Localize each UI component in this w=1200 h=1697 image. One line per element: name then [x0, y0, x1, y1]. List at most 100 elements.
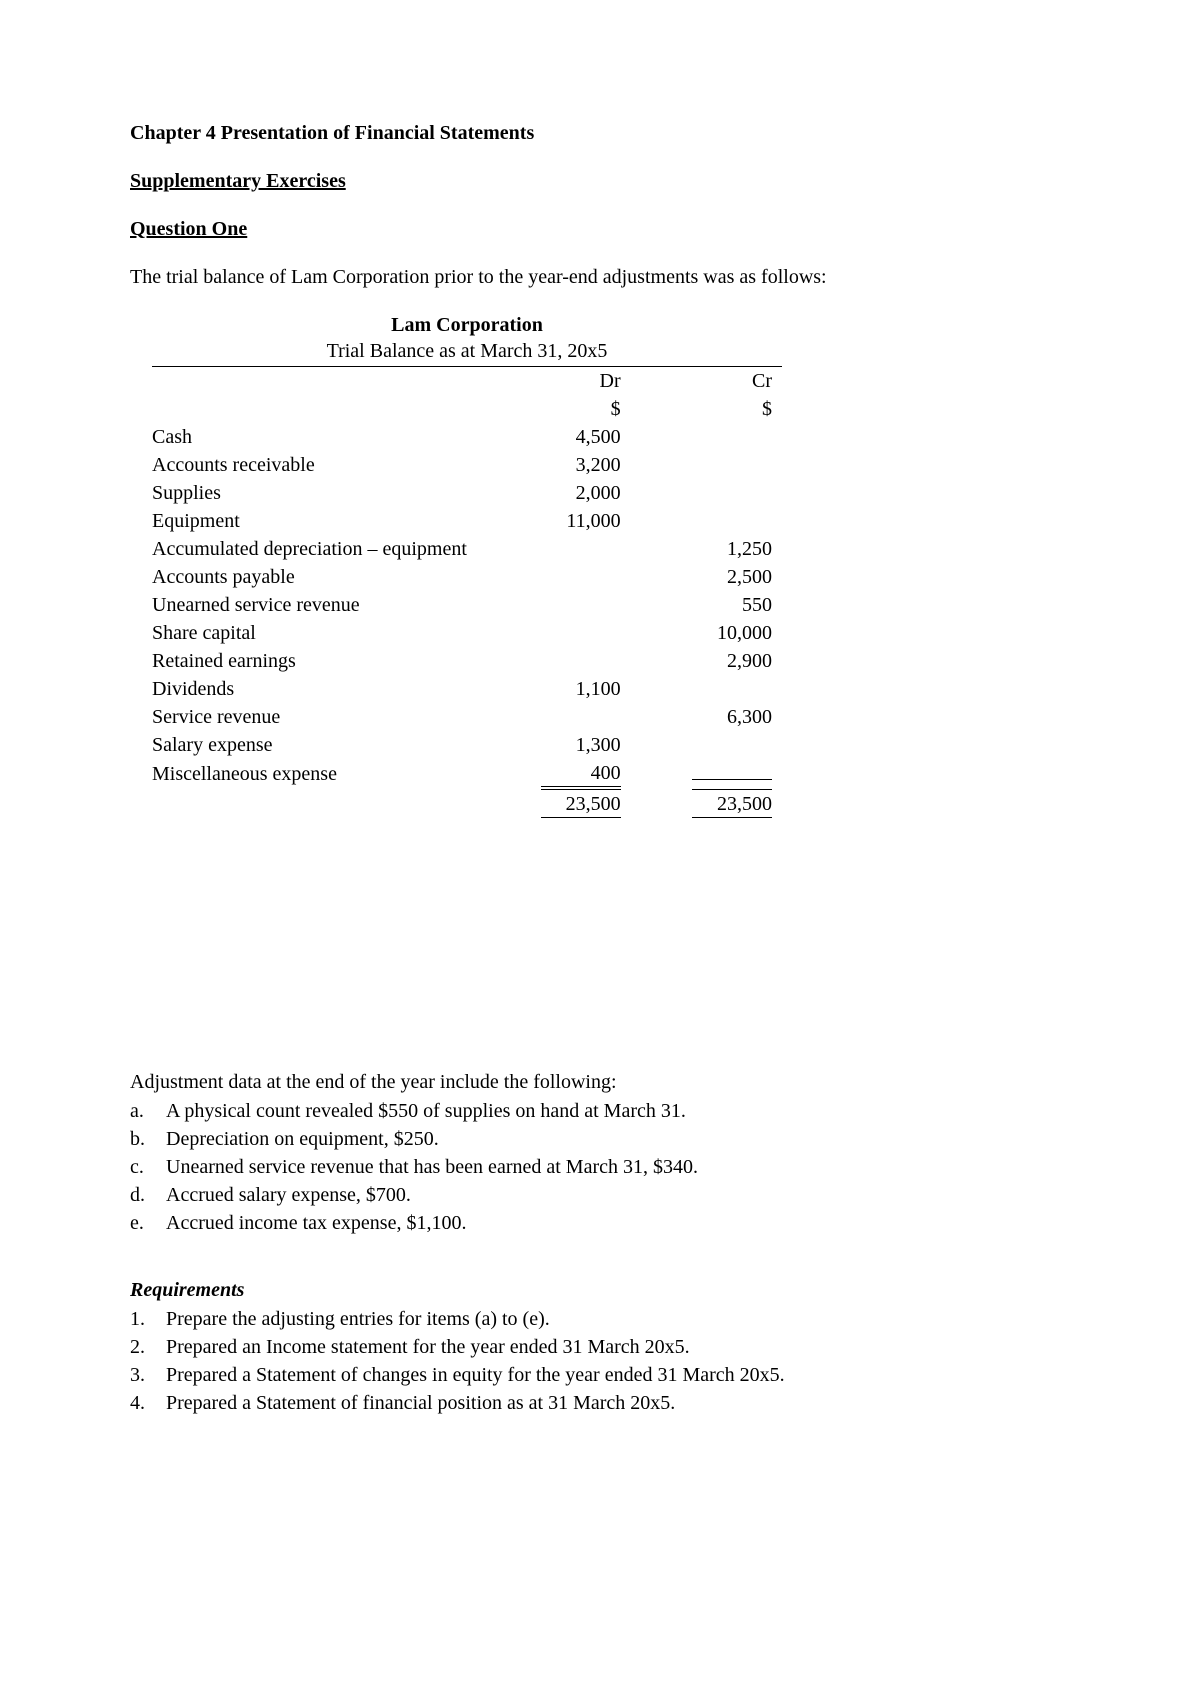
list-item-text: Unearned service revenue that has been e… [166, 1154, 698, 1180]
requirements-heading: Requirements [130, 1277, 1070, 1303]
account-name: Miscellaneous expense [152, 759, 479, 788]
trial-balance-company: Lam Corporation [152, 312, 782, 338]
list-item-label: e. [130, 1210, 166, 1236]
account-name: Supplies [152, 479, 479, 507]
table-row: Unearned service revenue 550 [152, 591, 782, 619]
cr-value: 2,900 [631, 647, 782, 675]
list-item-text: Prepared a Statement of changes in equit… [166, 1362, 785, 1388]
total-dr: 23,500 [541, 789, 621, 818]
cr-value [631, 507, 782, 535]
list-item: 4.Prepared a Statement of financial posi… [130, 1389, 1070, 1417]
account-name: Accounts receivable [152, 451, 479, 479]
table-header-row: Dr Cr [152, 367, 782, 395]
account-name: Unearned service revenue [152, 591, 479, 619]
dr-currency: $ [479, 395, 630, 423]
account-name: Salary expense [152, 731, 479, 759]
cr-value [631, 451, 782, 479]
table-row: Service revenue 6,300 [152, 703, 782, 731]
table-row: Supplies2,000 [152, 479, 782, 507]
list-item-text: Prepare the adjusting entries for items … [166, 1306, 550, 1332]
list-item: 1.Prepare the adjusting entries for item… [130, 1305, 1070, 1333]
account-name: Retained earnings [152, 647, 479, 675]
dr-value [479, 563, 630, 591]
list-item-text: Accrued income tax expense, $1,100. [166, 1210, 466, 1236]
account-name: Equipment [152, 507, 479, 535]
list-item-label: 3. [130, 1362, 166, 1388]
dr-value [479, 647, 630, 675]
table-row: Accounts receivable3,200 [152, 451, 782, 479]
adjustments-list: a.A physical count revealed $550 of supp… [130, 1097, 1070, 1237]
adjustments-intro: Adjustment data at the end of the year i… [130, 1069, 1070, 1095]
dr-value: 11,000 [479, 507, 630, 535]
table-row: Share capital 10,000 [152, 619, 782, 647]
dr-value: 4,500 [479, 423, 630, 451]
list-item-text: Prepared an Income statement for the yea… [166, 1334, 690, 1360]
table-row: Retained earnings 2,900 [152, 647, 782, 675]
dr-value: 2,000 [479, 479, 630, 507]
trial-balance-table: Dr Cr $ $ Cash4,500Accounts receivable3,… [152, 367, 782, 819]
list-item: 2.Prepared an Income statement for the y… [130, 1333, 1070, 1361]
dr-value [479, 591, 630, 619]
list-item: a.A physical count revealed $550 of supp… [130, 1097, 1070, 1125]
cr-header: Cr [631, 367, 782, 395]
list-item: 3.Prepared a Statement of changes in equ… [130, 1361, 1070, 1389]
dr-value [479, 535, 630, 563]
cr-value [631, 731, 782, 759]
list-item-label: 4. [130, 1390, 166, 1416]
list-item-text: Accrued salary expense, $700. [166, 1182, 411, 1208]
list-item-label: 2. [130, 1334, 166, 1360]
account-name: Accumulated depreciation – equipment [152, 535, 479, 563]
list-item: b.Depreciation on equipment, $250. [130, 1125, 1070, 1153]
account-name: Cash [152, 423, 479, 451]
dr-value: 3,200 [479, 451, 630, 479]
list-item-label: c. [130, 1154, 166, 1180]
list-item-label: a. [130, 1098, 166, 1124]
trial-balance-block: Lam Corporation Trial Balance as at Marc… [152, 312, 1070, 819]
table-row: Cash4,500 [152, 423, 782, 451]
supplementary-heading: Supplementary Exercises [130, 168, 1070, 194]
list-item-label: b. [130, 1126, 166, 1152]
list-item-text: A physical count revealed $550 of suppli… [166, 1098, 686, 1124]
question-heading: Question One [130, 216, 1070, 242]
account-name: Share capital [152, 619, 479, 647]
dr-value: 1,100 [479, 675, 630, 703]
account-name: Accounts payable [152, 563, 479, 591]
table-row: Accounts payable 2,500 [152, 563, 782, 591]
total-cr: 23,500 [692, 789, 772, 818]
cr-currency: $ [631, 395, 782, 423]
dr-header: Dr [479, 367, 630, 395]
cr-value [631, 479, 782, 507]
dr-value [479, 703, 630, 731]
dr-value [479, 619, 630, 647]
table-row: Accumulated depreciation – equipment 1,25… [152, 535, 782, 563]
table-row: Salary expense1,300 [152, 731, 782, 759]
list-item-label: 1. [130, 1306, 166, 1332]
list-item-text: Depreciation on equipment, $250. [166, 1126, 439, 1152]
list-item: c.Unearned service revenue that has been… [130, 1153, 1070, 1181]
table-row: Miscellaneous expense400 [152, 759, 782, 788]
cr-value: 1,250 [631, 535, 782, 563]
requirements-list: 1.Prepare the adjusting entries for item… [130, 1305, 1070, 1417]
list-item-text: Prepared a Statement of financial positi… [166, 1390, 675, 1416]
cr-value: 2,500 [631, 563, 782, 591]
vertical-spacer [130, 819, 1070, 1069]
dr-value: 400 [479, 759, 630, 788]
trial-balance-subtitle: Trial Balance as at March 31, 20x5 [152, 338, 782, 367]
list-item-label: d. [130, 1182, 166, 1208]
cr-value [631, 675, 782, 703]
cr-value [631, 423, 782, 451]
cr-value [631, 759, 782, 788]
list-item: d.Accrued salary expense, $700. [130, 1181, 1070, 1209]
table-row: Equipment11,000 [152, 507, 782, 535]
account-name: Dividends [152, 675, 479, 703]
intro-paragraph: The trial balance of Lam Corporation pri… [130, 264, 1070, 290]
dr-value: 1,300 [479, 731, 630, 759]
table-row: Dividends1,100 [152, 675, 782, 703]
cr-value: 6,300 [631, 703, 782, 731]
table-currency-row: $ $ [152, 395, 782, 423]
table-totals-row: 23,500 23,500 [152, 788, 782, 819]
chapter-title: Chapter 4 Presentation of Financial Stat… [130, 120, 1070, 146]
cr-value: 550 [631, 591, 782, 619]
cr-value: 10,000 [631, 619, 782, 647]
account-name: Service revenue [152, 703, 479, 731]
